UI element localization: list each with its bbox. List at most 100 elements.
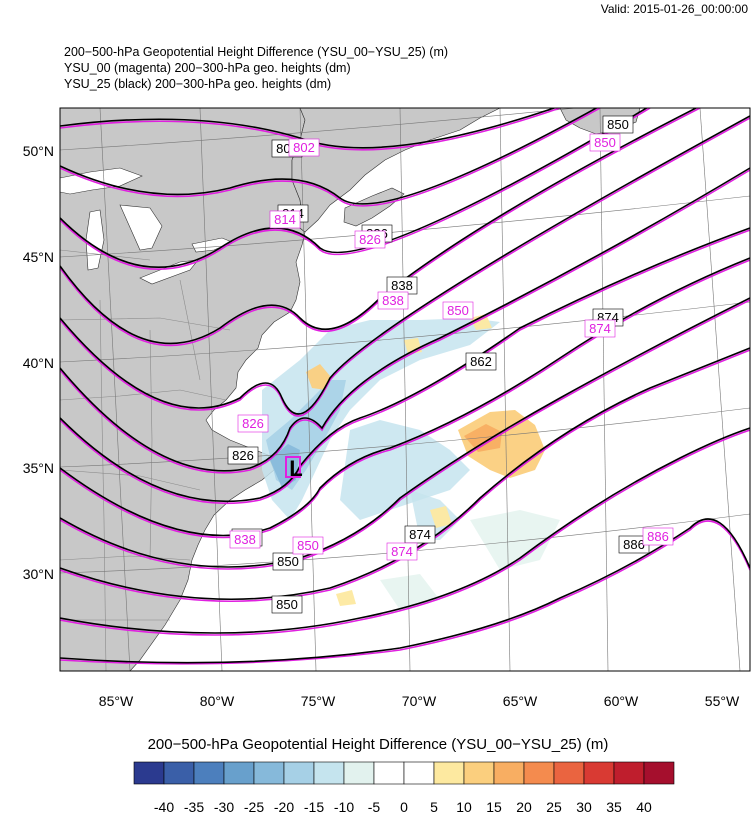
colorbar-label: -30 xyxy=(214,799,234,815)
contour-label-magenta: 826 xyxy=(354,230,386,249)
colorbar-swatch xyxy=(583,761,615,785)
colorbar-label: -20 xyxy=(274,799,294,815)
colorbar-label: 35 xyxy=(606,799,622,815)
lat-label: 30°N xyxy=(23,566,54,582)
land-canada-maritimes xyxy=(291,108,501,233)
svg-text:850: 850 xyxy=(607,117,629,132)
colorbar-swatch xyxy=(163,761,195,785)
lat-label: 45°N xyxy=(23,249,54,265)
map-panel: L xyxy=(60,108,750,671)
low-center-marker: L xyxy=(285,456,303,481)
colorbar-swatch xyxy=(223,761,255,785)
title-line-3: YSU_25 (black) 200−300-hPa geo. heights … xyxy=(64,77,332,91)
colorbar-swatch xyxy=(253,761,285,785)
colorbar-label: 25 xyxy=(546,799,562,815)
colorbar-swatch xyxy=(463,761,495,785)
colorbar-swatch xyxy=(493,761,525,785)
magenta-contour-labels: 802 814 826 838 850 874 886 850 874 826 … xyxy=(229,133,674,561)
lon-label: 75°W xyxy=(301,693,336,709)
svg-text:886: 886 xyxy=(623,537,645,552)
lat-label: 35°N xyxy=(23,460,54,476)
svg-text:850: 850 xyxy=(594,135,616,150)
title-line-1: 200−500-hPa Geopotential Height Differen… xyxy=(64,45,449,59)
lat-label: 40°N xyxy=(23,355,54,371)
svg-text:850: 850 xyxy=(277,554,299,569)
svg-text:874: 874 xyxy=(391,544,413,559)
colorbar-swatch xyxy=(373,761,405,785)
contour-label-magenta: 850 xyxy=(292,536,324,555)
longitude-labels: 85°W 80°W 75°W 70°W 65°W 60°W 55°W xyxy=(99,693,740,709)
map-frame xyxy=(59,107,751,672)
colorbar-labels: -40 -35 -30 -25 -20 -15 -10 -5 0 5 10 15 20 25 30 35 40 xyxy=(154,799,652,815)
svg-text:838: 838 xyxy=(391,278,413,293)
colorbar-label: 30 xyxy=(576,799,592,815)
colorbar-swatch xyxy=(193,761,225,785)
height-diff-shading xyxy=(262,314,560,610)
svg-text:838: 838 xyxy=(234,532,256,547)
lon-label: 80°W xyxy=(200,693,235,709)
colorbar-label: -10 xyxy=(334,799,354,815)
contour-label-black: 850 xyxy=(272,552,304,571)
contour-label-magenta: 874 xyxy=(386,542,418,561)
lon-label: 85°W xyxy=(99,693,134,709)
title-line-2: YSU_00 (magenta) 200−300-hPa geo. height… xyxy=(64,61,351,75)
colorbar-label: 10 xyxy=(456,799,472,815)
svg-text:850: 850 xyxy=(447,303,469,318)
lon-label: 65°W xyxy=(503,693,538,709)
colorbar xyxy=(133,761,675,785)
colorbar-swatch xyxy=(313,761,345,785)
contour-label-magenta: 850 xyxy=(589,133,621,152)
svg-text:886: 886 xyxy=(647,529,669,544)
svg-text:850: 850 xyxy=(276,597,298,612)
valid-time: Valid: 2015-01-26_00:00:00 xyxy=(600,2,748,16)
svg-text:826: 826 xyxy=(242,416,264,431)
colorbar-label: -5 xyxy=(368,799,381,815)
colorbar-label: 15 xyxy=(486,799,502,815)
lon-label: 55°W xyxy=(705,693,740,709)
contour-label-magenta: 886 xyxy=(642,527,674,546)
contour-label-black: 850 xyxy=(602,115,634,134)
plot-titles: 200−500-hPa Geopotential Height Differen… xyxy=(64,44,448,92)
colorbar-swatch xyxy=(433,761,465,785)
svg-text:838: 838 xyxy=(382,293,404,308)
colorbar-swatch xyxy=(553,761,585,785)
colorbar-swatch xyxy=(133,761,165,785)
contour-label-magenta: 838 xyxy=(377,291,409,310)
lake-huron xyxy=(119,204,163,251)
colorbar-label: -25 xyxy=(244,799,264,815)
colorbar-label: 5 xyxy=(430,799,438,815)
colorbar-label: 20 xyxy=(516,799,532,815)
land-nova-scotia xyxy=(343,187,405,227)
colorbar-swatch xyxy=(643,761,675,785)
graticule xyxy=(60,108,750,671)
lat-label: 50°N xyxy=(23,143,54,159)
colorbar-swatch xyxy=(403,761,435,785)
svg-text:874: 874 xyxy=(589,321,611,336)
colorbar-swatch xyxy=(283,761,315,785)
colorbar-label: 0 xyxy=(400,799,408,815)
colorbar-label: -40 xyxy=(154,799,174,815)
contour-label-magenta: 838 xyxy=(229,530,261,549)
state-borders xyxy=(60,249,231,671)
latitude-labels: 50°N 45°N 40°N 35°N 30°N xyxy=(23,143,54,582)
svg-text:874: 874 xyxy=(409,527,431,542)
contour-label-magenta: 874 xyxy=(584,319,616,338)
contour-label-black: 874 xyxy=(404,525,436,544)
colorbar-swatch xyxy=(343,761,375,785)
contour-label-black: 886 xyxy=(618,535,650,554)
contour-label-magenta: 826 xyxy=(237,414,269,433)
svg-text:850: 850 xyxy=(297,538,319,553)
contour-label-black: 850 xyxy=(271,595,303,614)
low-center-label: L xyxy=(289,456,302,481)
colorbar-label: -35 xyxy=(184,799,204,815)
svg-text:862: 862 xyxy=(470,354,492,369)
contour-label-black: 862 xyxy=(465,352,497,371)
colorbar-swatch xyxy=(523,761,555,785)
svg-text:814: 814 xyxy=(274,212,296,227)
contour-label-black: 838 xyxy=(386,276,418,295)
lon-label: 60°W xyxy=(604,693,639,709)
contour-label-magenta: 850 xyxy=(442,301,474,320)
svg-text:826: 826 xyxy=(232,448,254,463)
contour-label-black: 826 xyxy=(227,446,259,465)
